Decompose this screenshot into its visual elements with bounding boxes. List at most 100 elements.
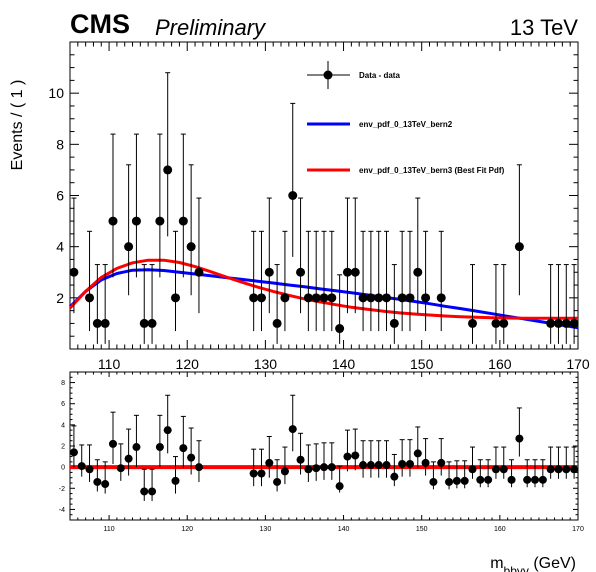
data-point <box>523 475 532 484</box>
data-point <box>397 293 407 303</box>
data-point <box>296 455 305 464</box>
x-axis-title: mbbγγ (GeV) <box>490 555 576 572</box>
ratio-y-tick-label: 4 <box>61 422 65 429</box>
legend-entry-label: env_pdf_0_13TeV_bern2 <box>359 120 453 129</box>
data-point <box>171 293 181 303</box>
data-point <box>132 443 141 452</box>
data-point <box>421 458 430 467</box>
main-x-tick-label: 120 <box>176 356 200 372</box>
ratio-y-tick-label: 6 <box>61 401 65 408</box>
data-point <box>163 426 172 435</box>
data-point <box>562 465 571 474</box>
data-point <box>374 461 383 470</box>
main-y-tick-label: 8 <box>56 136 64 152</box>
main-x-tick-label: 150 <box>410 356 434 372</box>
data-point <box>280 293 290 303</box>
data-point <box>92 318 102 328</box>
main-x-tick-label: 110 <box>98 356 121 372</box>
data-point <box>265 458 274 467</box>
data-point <box>249 293 259 303</box>
data-point <box>139 318 149 328</box>
data-point <box>351 451 360 460</box>
data-point <box>148 487 157 496</box>
data-point <box>390 472 399 481</box>
data-point <box>303 293 313 303</box>
data-point <box>100 318 110 328</box>
ratio-axes: 110 120 130 140 150 160 170 -4 -2 0 2 4 6 8 <box>59 371 584 533</box>
data-point <box>296 267 306 277</box>
data-point <box>382 461 391 470</box>
main-y-tick-label: 2 <box>56 290 64 306</box>
data-point <box>499 318 509 328</box>
ratio-x-tick-label: 150 <box>416 526 428 533</box>
data-point <box>147 318 157 328</box>
data-point <box>69 448 78 457</box>
data-point <box>327 463 336 472</box>
y-axis-title: Events / ( 1 ) <box>9 80 26 171</box>
data-point <box>194 463 203 472</box>
data-point <box>445 477 454 486</box>
data-point <box>342 267 352 277</box>
main-points <box>69 72 579 344</box>
data-point <box>366 461 375 470</box>
data-point <box>124 454 133 463</box>
data-point <box>69 267 79 277</box>
data-point <box>186 242 196 252</box>
data-point <box>187 453 196 462</box>
ratio-x-tick-label: 140 <box>338 526 350 533</box>
data-point <box>561 318 571 328</box>
data-point <box>155 443 164 452</box>
data-point <box>484 475 493 484</box>
data-point <box>264 267 274 277</box>
main-x-tick-label: 170 <box>566 356 590 372</box>
data-point <box>570 465 579 474</box>
ratio-y-tick-label: -2 <box>59 486 65 493</box>
legend: Data - data env_pdf_0_13TeV_bern2 env_pdf_… <box>307 61 505 175</box>
data-point <box>178 216 188 226</box>
ratio-y-tick-label: 0 <box>61 465 65 472</box>
ratio-x-tick-label: 160 <box>494 526 506 533</box>
data-point <box>116 464 125 473</box>
data-point <box>476 475 485 484</box>
main-x-tick-label: 130 <box>254 356 278 372</box>
data-point <box>101 480 110 489</box>
data-point <box>421 293 431 303</box>
data-point <box>124 242 134 252</box>
main-x-tick-label: 160 <box>488 356 512 372</box>
ratio-x-tick-label: 110 <box>103 526 114 533</box>
data-point <box>77 462 86 471</box>
data-point <box>398 459 407 468</box>
data-point <box>350 267 360 277</box>
experiment-label: CMS <box>70 9 130 39</box>
ratio-x-tick-label: 130 <box>260 526 272 533</box>
data-point <box>531 475 540 484</box>
main-y-tick-label: 4 <box>56 239 64 255</box>
data-point <box>366 293 376 303</box>
data-point <box>108 439 117 448</box>
data-point <box>273 477 282 486</box>
data-point <box>320 463 328 472</box>
data-point <box>460 476 469 485</box>
data-point <box>553 318 563 328</box>
data-point <box>288 191 298 200</box>
data-point <box>374 293 384 303</box>
data-point <box>272 318 282 328</box>
data-point <box>140 487 149 496</box>
data-point <box>358 293 368 303</box>
data-point <box>108 216 118 226</box>
data-point <box>85 293 95 303</box>
data-point <box>452 476 461 485</box>
data-point <box>468 465 477 474</box>
data-point <box>515 434 524 443</box>
main-y-tick-label: 10 <box>48 85 64 101</box>
data-point <box>93 477 102 486</box>
data-point <box>413 267 423 277</box>
data-point <box>491 318 501 328</box>
data-point <box>311 293 321 303</box>
fit-curve <box>68 268 579 330</box>
data-point <box>343 452 352 461</box>
data-point <box>163 165 173 175</box>
data-point <box>554 465 563 474</box>
data-point <box>546 465 555 474</box>
data-point <box>131 216 141 226</box>
